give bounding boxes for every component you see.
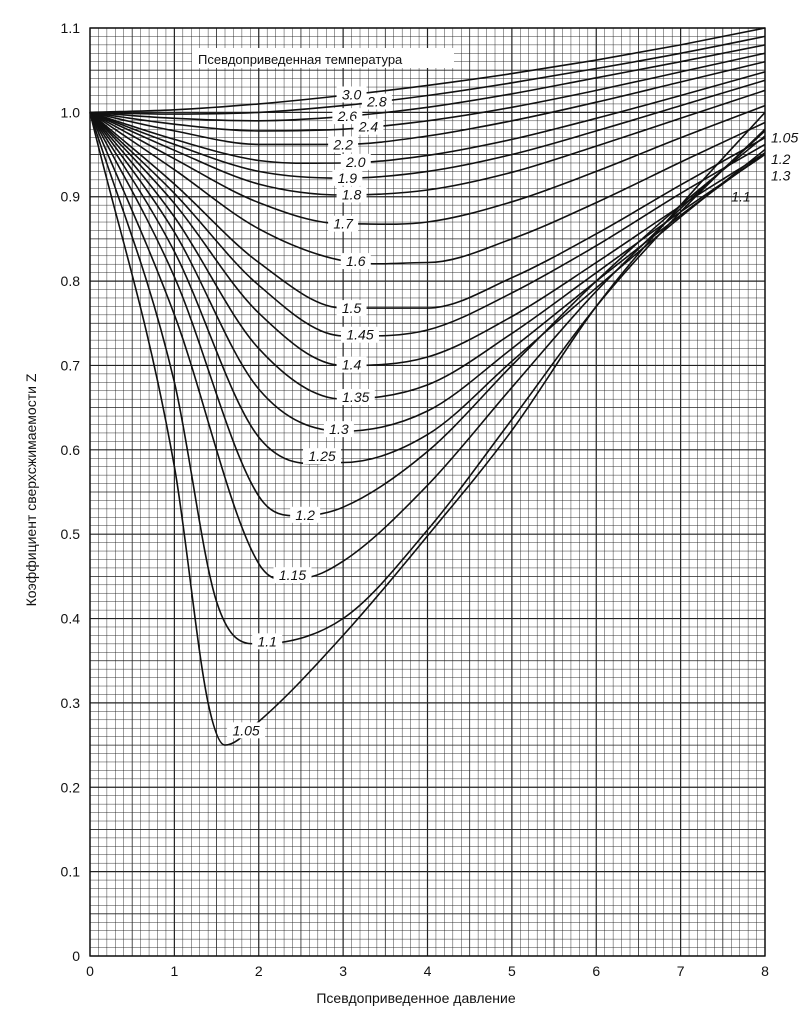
legend-title: Псевдоприведенная температура [198,52,403,67]
curve-label-background [340,153,371,170]
curve-label-1.45: 1.45 [346,327,373,343]
y-tick-label: 1.0 [61,104,81,120]
isotherm-curve-2.4 [89,52,766,132]
curve-label-2.6: 2.6 [337,108,358,124]
right-curve-label-1.3: 1.3 [771,168,791,184]
curve-label-background [353,118,384,135]
x-tick-label: 5 [508,963,516,979]
isotherm-curve-1.5 [89,111,766,309]
isotherm-curves [89,27,766,746]
curve-label-background [361,93,392,110]
curve-label-background [303,448,342,465]
legend-title-group: Псевдоприведенная температура [192,48,454,68]
isotherm-curve-2.8 [89,35,766,115]
curve-label-2.4: 2.4 [358,119,379,135]
curve-label-background [252,633,283,650]
y-tick-labels: 0 0.1 0.2 0.3 0.4 0.5 0.6 0.7 0.8 0.9 1.0 1.1 [61,20,81,964]
y-axis-title: Коэффициент сверхсжимаемости Z [23,373,39,606]
curve-label-background [290,506,321,523]
curve-label-1.7: 1.7 [333,216,354,232]
right-curve-label-1.1: 1.1 [731,189,750,205]
curve-label-1.1: 1.1 [257,633,276,649]
isotherm-curve-1.3 [89,111,766,433]
isotherm-curve-1.6 [89,111,766,265]
curve-label-background [328,215,359,232]
x-tick-label: 3 [339,963,347,979]
x-tick-label: 1 [170,963,178,979]
curve-label-background [273,567,312,584]
isotherm-curve-2.6 [89,44,766,122]
curve-label-2.8: 2.8 [366,94,387,110]
x-tick-label: 4 [424,963,432,979]
isotherm-curve-1.25 [89,111,766,465]
curve-label-1.5: 1.5 [342,300,362,316]
curve-label-background [341,326,379,343]
curve-label-1.15: 1.15 [279,567,306,583]
y-tick-label: 0.9 [61,189,81,205]
isotherm-curve-1.15 [89,112,766,581]
isotherm-curve-1.7 [89,104,766,226]
y-tick-label: 0 [72,948,80,964]
curve-label-1.2: 1.2 [295,507,315,523]
curve-label-background [336,186,367,203]
y-tick-label: 0.1 [61,864,81,880]
right-curve-label-1.05: 1.05 [771,130,798,146]
x-tick-label: 2 [255,963,263,979]
x-tick-label: 6 [592,963,600,979]
x-tick-label: 7 [677,963,685,979]
curve-label-background [336,86,367,103]
x-tick-label: 8 [761,963,769,979]
curve-labels: 3.0 2.8 2.62.4 2.2 2.01.91.8 1.7 1.6 1.5 1.45 1.4… [227,86,798,739]
curve-label-2.2: 2.2 [332,136,353,152]
x-tick-labels: 0 1 2 3 4 5 6 7 8 [86,963,769,979]
legend-title-background [192,48,454,68]
curve-label-3.0: 3.0 [342,86,362,102]
isotherm-curve-2.0 [89,71,766,165]
curve-label-background [340,253,371,270]
curve-label-background [227,722,266,739]
curve-label-1.35: 1.35 [342,389,369,405]
curve-label-1.6: 1.6 [346,253,366,269]
y-tick-label: 0.6 [61,442,81,458]
plot-frame [89,27,766,957]
curve-label-1.9: 1.9 [338,170,358,186]
right-curve-label-1.2: 1.2 [771,151,791,167]
curve-label-background [336,389,375,406]
curve-label-1.3: 1.3 [329,421,349,437]
y-tick-label: 0.3 [61,695,81,711]
x-axis-title: Псевдоприведенное давление [316,990,515,1006]
curve-label-1.8: 1.8 [342,187,362,203]
curve-label-1.05: 1.05 [232,722,259,738]
isotherm-curve-1.1 [89,112,766,645]
curve-label-background [336,356,367,373]
y-tick-label: 0.2 [61,779,81,795]
y-tick-label: 0.8 [61,273,81,289]
curve-label-1.25: 1.25 [308,448,335,464]
curve-label-background [328,136,359,153]
curve-label-background [332,169,363,186]
curve-label-2.0: 2.0 [345,154,366,170]
curve-label-background [323,421,354,438]
y-tick-label: 1.1 [61,20,81,36]
isotherm-curve-1.45 [89,111,766,337]
curve-label-background [336,300,367,317]
x-tick-label: 0 [86,963,94,979]
isotherm-curve-2.2 [89,60,766,146]
curve-label-1.4: 1.4 [342,357,362,373]
isotherm-curve-1.2 [89,112,766,517]
isotherm-curve-1.4 [89,111,766,367]
isotherm-curve-3.0 [89,27,766,114]
y-tick-label: 0.5 [61,526,81,542]
isotherm-curve-1.8 [89,89,766,196]
isotherm-curve-1.05 [89,111,766,746]
isotherm-curve-1.9 [89,79,766,180]
y-tick-label: 0.4 [61,611,81,627]
y-tick-label: 0.7 [61,357,81,373]
isotherm-curve-1.35 [89,111,766,401]
